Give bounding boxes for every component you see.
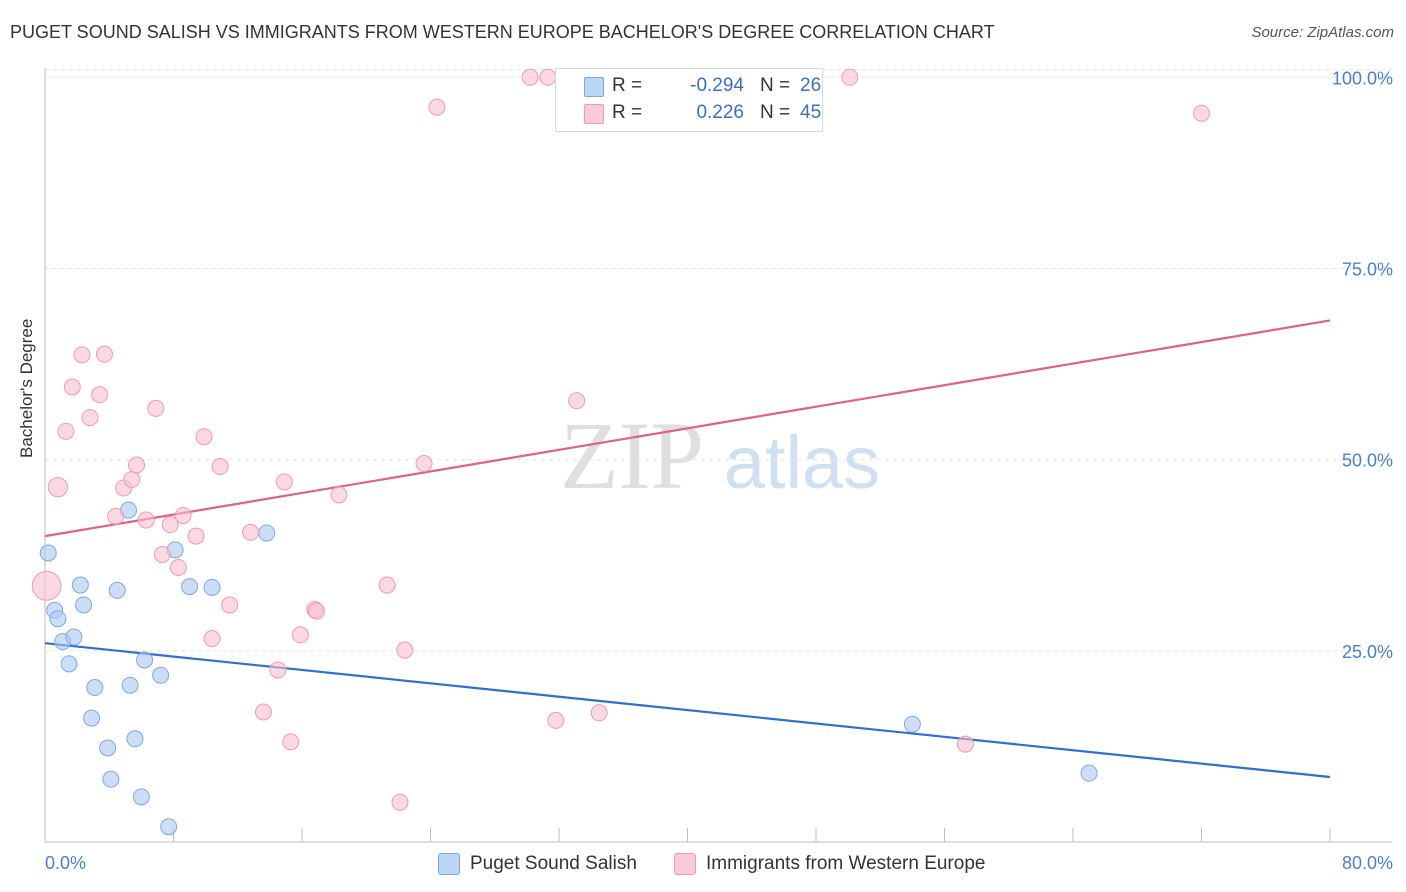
- data-point: [258, 524, 276, 542]
- data-point: [330, 486, 348, 504]
- series-name-salish: Puget Sound Salish: [470, 853, 637, 874]
- data-point: [99, 739, 117, 757]
- data-point: [49, 610, 67, 628]
- y-tick-label: 100.0%: [1332, 68, 1393, 88]
- trend-line: [44, 642, 1331, 779]
- data-point: [396, 641, 414, 659]
- data-point: [956, 735, 974, 753]
- data-point: [65, 628, 83, 646]
- data-point: [136, 651, 154, 669]
- data-point: [181, 578, 199, 596]
- data-point: [378, 576, 396, 594]
- data-point: [203, 630, 221, 648]
- legend-r-label: R =: [612, 102, 643, 123]
- data-point: [123, 471, 141, 489]
- data-point: [539, 68, 557, 86]
- legend-swatch-salish: [438, 853, 460, 875]
- data-point: [63, 378, 81, 396]
- data-point: [203, 578, 221, 596]
- legend-swatch-salish: [584, 77, 604, 97]
- x-tick-label: 80.0%: [1342, 853, 1393, 873]
- series-salish: [39, 501, 1098, 836]
- series-name-immigrants: Immigrants from Western Europe: [706, 853, 986, 874]
- data-point: [86, 679, 104, 697]
- data-point: [307, 602, 325, 620]
- data-point: [147, 399, 165, 417]
- legend-swatch-immigrants: [674, 853, 696, 875]
- series-immigrants: [31, 68, 1210, 811]
- data-point: [221, 596, 239, 614]
- legend-r-label: R =: [612, 75, 643, 96]
- data-point: [415, 454, 433, 472]
- watermark-zip: ZIP: [560, 402, 704, 509]
- data-point: [47, 477, 68, 498]
- legend-r-value: 0.226: [696, 102, 744, 123]
- data-point: [102, 770, 120, 788]
- data-point: [187, 527, 205, 545]
- y-axis-label: Bachelor's Degree: [17, 318, 36, 458]
- trend-line: [44, 319, 1331, 538]
- data-point: [291, 626, 309, 644]
- data-point: [75, 596, 93, 614]
- data-point: [275, 473, 293, 491]
- legend-n-value: 45: [800, 102, 822, 123]
- data-point: [1193, 104, 1210, 122]
- y-tick-label: 50.0%: [1342, 451, 1393, 471]
- data-point: [126, 730, 144, 748]
- watermark: ZIP atlas: [560, 402, 880, 509]
- data-point: [81, 409, 99, 427]
- y-tick-label: 75.0%: [1342, 259, 1393, 279]
- data-point: [128, 456, 146, 474]
- data-point: [153, 545, 171, 563]
- data-point: [60, 655, 78, 673]
- data-point: [161, 516, 179, 534]
- data-point: [57, 422, 75, 440]
- data-point: [903, 715, 921, 733]
- data-point: [269, 661, 287, 679]
- data-point: [71, 576, 89, 594]
- data-point: [169, 558, 187, 576]
- data-point: [211, 458, 229, 476]
- data-point: [282, 733, 300, 751]
- data-point: [391, 793, 409, 811]
- stats-legend: R = -0.294 N = 26 R = 0.226 N = 45: [555, 68, 823, 132]
- data-point: [107, 507, 125, 525]
- data-point: [174, 506, 192, 524]
- data-point: [428, 98, 446, 116]
- source-credit: Source: ZipAtlas.com: [1251, 24, 1394, 41]
- data-point: [39, 544, 57, 562]
- watermark-atlas: atlas: [724, 421, 880, 504]
- data-point: [242, 523, 260, 541]
- data-point: [91, 386, 109, 404]
- data-point: [590, 704, 608, 722]
- data-point: [152, 666, 170, 684]
- legend-n-label: N =: [760, 102, 791, 123]
- data-point: [121, 676, 139, 694]
- data-point: [521, 68, 539, 86]
- data-point: [137, 511, 155, 529]
- data-point: [73, 346, 91, 364]
- data-point: [841, 68, 859, 86]
- data-point: [195, 428, 213, 446]
- data-point: [568, 392, 586, 410]
- data-point: [132, 788, 150, 806]
- data-point: [547, 711, 565, 729]
- legend-n-label: N =: [760, 75, 791, 96]
- data-point: [108, 581, 126, 599]
- data-point: [31, 570, 62, 601]
- legend-swatch-immigrants: [584, 104, 604, 124]
- data-point: [1080, 764, 1098, 782]
- legend-r-value: -0.294: [690, 75, 744, 96]
- data-point: [83, 709, 101, 727]
- chart-title: PUGET SOUND SALISH VS IMMIGRANTS FROM WE…: [10, 22, 995, 42]
- legend-n-value: 26: [800, 75, 822, 96]
- data-point: [254, 703, 272, 721]
- x-tick-label: 0.0%: [45, 853, 86, 873]
- y-tick-label: 25.0%: [1342, 642, 1393, 662]
- data-point: [160, 818, 178, 836]
- data-point: [95, 345, 113, 363]
